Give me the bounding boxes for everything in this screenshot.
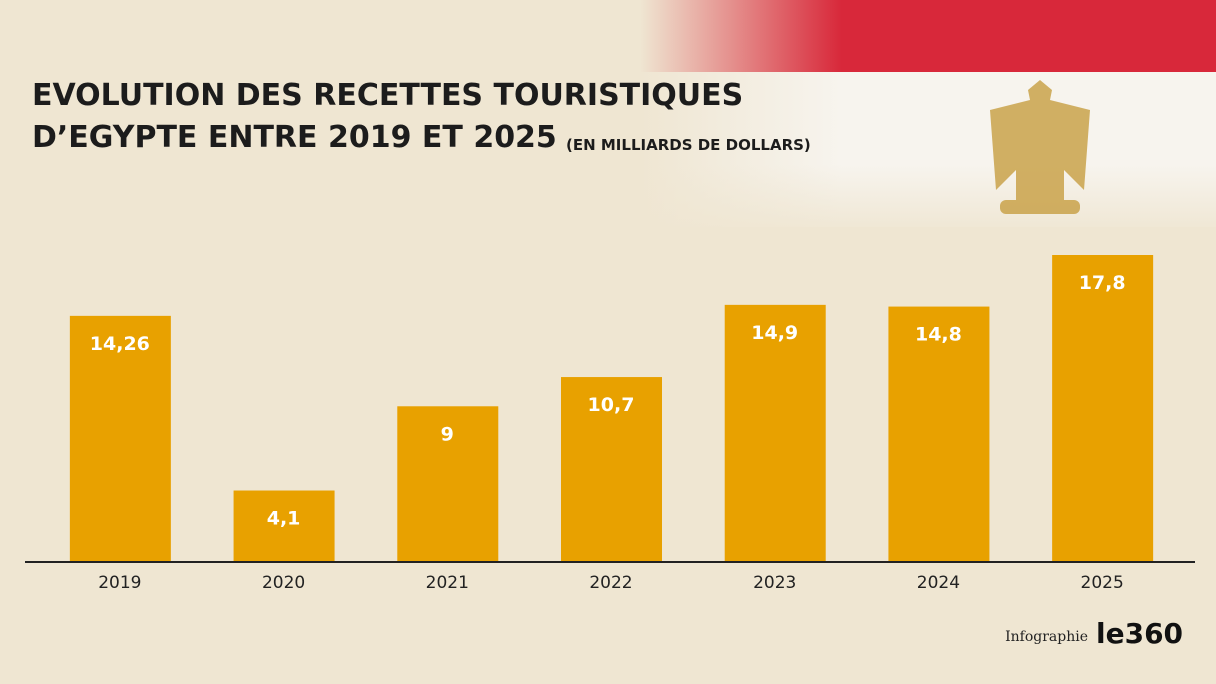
x-tick-label: 2024 — [917, 573, 960, 593]
x-tick-label: 2023 — [753, 573, 796, 593]
credit: Infographie — [1005, 629, 1088, 645]
value-label: 14,8 — [915, 324, 962, 346]
chart-title: EVOLUTION DES RECETTES TOURISTIQUES — [32, 78, 743, 113]
logo: le360 — [1096, 617, 1183, 650]
chart-title: D’EGYPTE ENTRE 2019 ET 2025 — [32, 120, 557, 155]
x-tick-label: 2021 — [426, 573, 469, 593]
value-label: 14,26 — [90, 333, 150, 355]
bar — [1052, 255, 1154, 561]
value-label: 9 — [441, 423, 454, 445]
chart-subtitle: (EN MILLIARDS DE DOLLARS) — [566, 136, 811, 154]
x-tick-label: 2022 — [589, 573, 632, 593]
bar — [724, 304, 826, 561]
x-tick-label: 2020 — [262, 573, 305, 593]
bar — [561, 377, 662, 561]
x-tick-label: 2025 — [1081, 573, 1124, 593]
bar — [69, 315, 171, 561]
value-label: 4,1 — [267, 508, 301, 530]
value-label: 17,8 — [1079, 272, 1126, 294]
bar — [888, 306, 990, 561]
bar — [397, 406, 499, 561]
value-label: 14,9 — [751, 322, 798, 344]
flag — [640, 0, 1216, 235]
x-tick-label: 2019 — [98, 573, 141, 593]
bar — [233, 490, 335, 561]
value-label: 10,7 — [588, 394, 635, 416]
